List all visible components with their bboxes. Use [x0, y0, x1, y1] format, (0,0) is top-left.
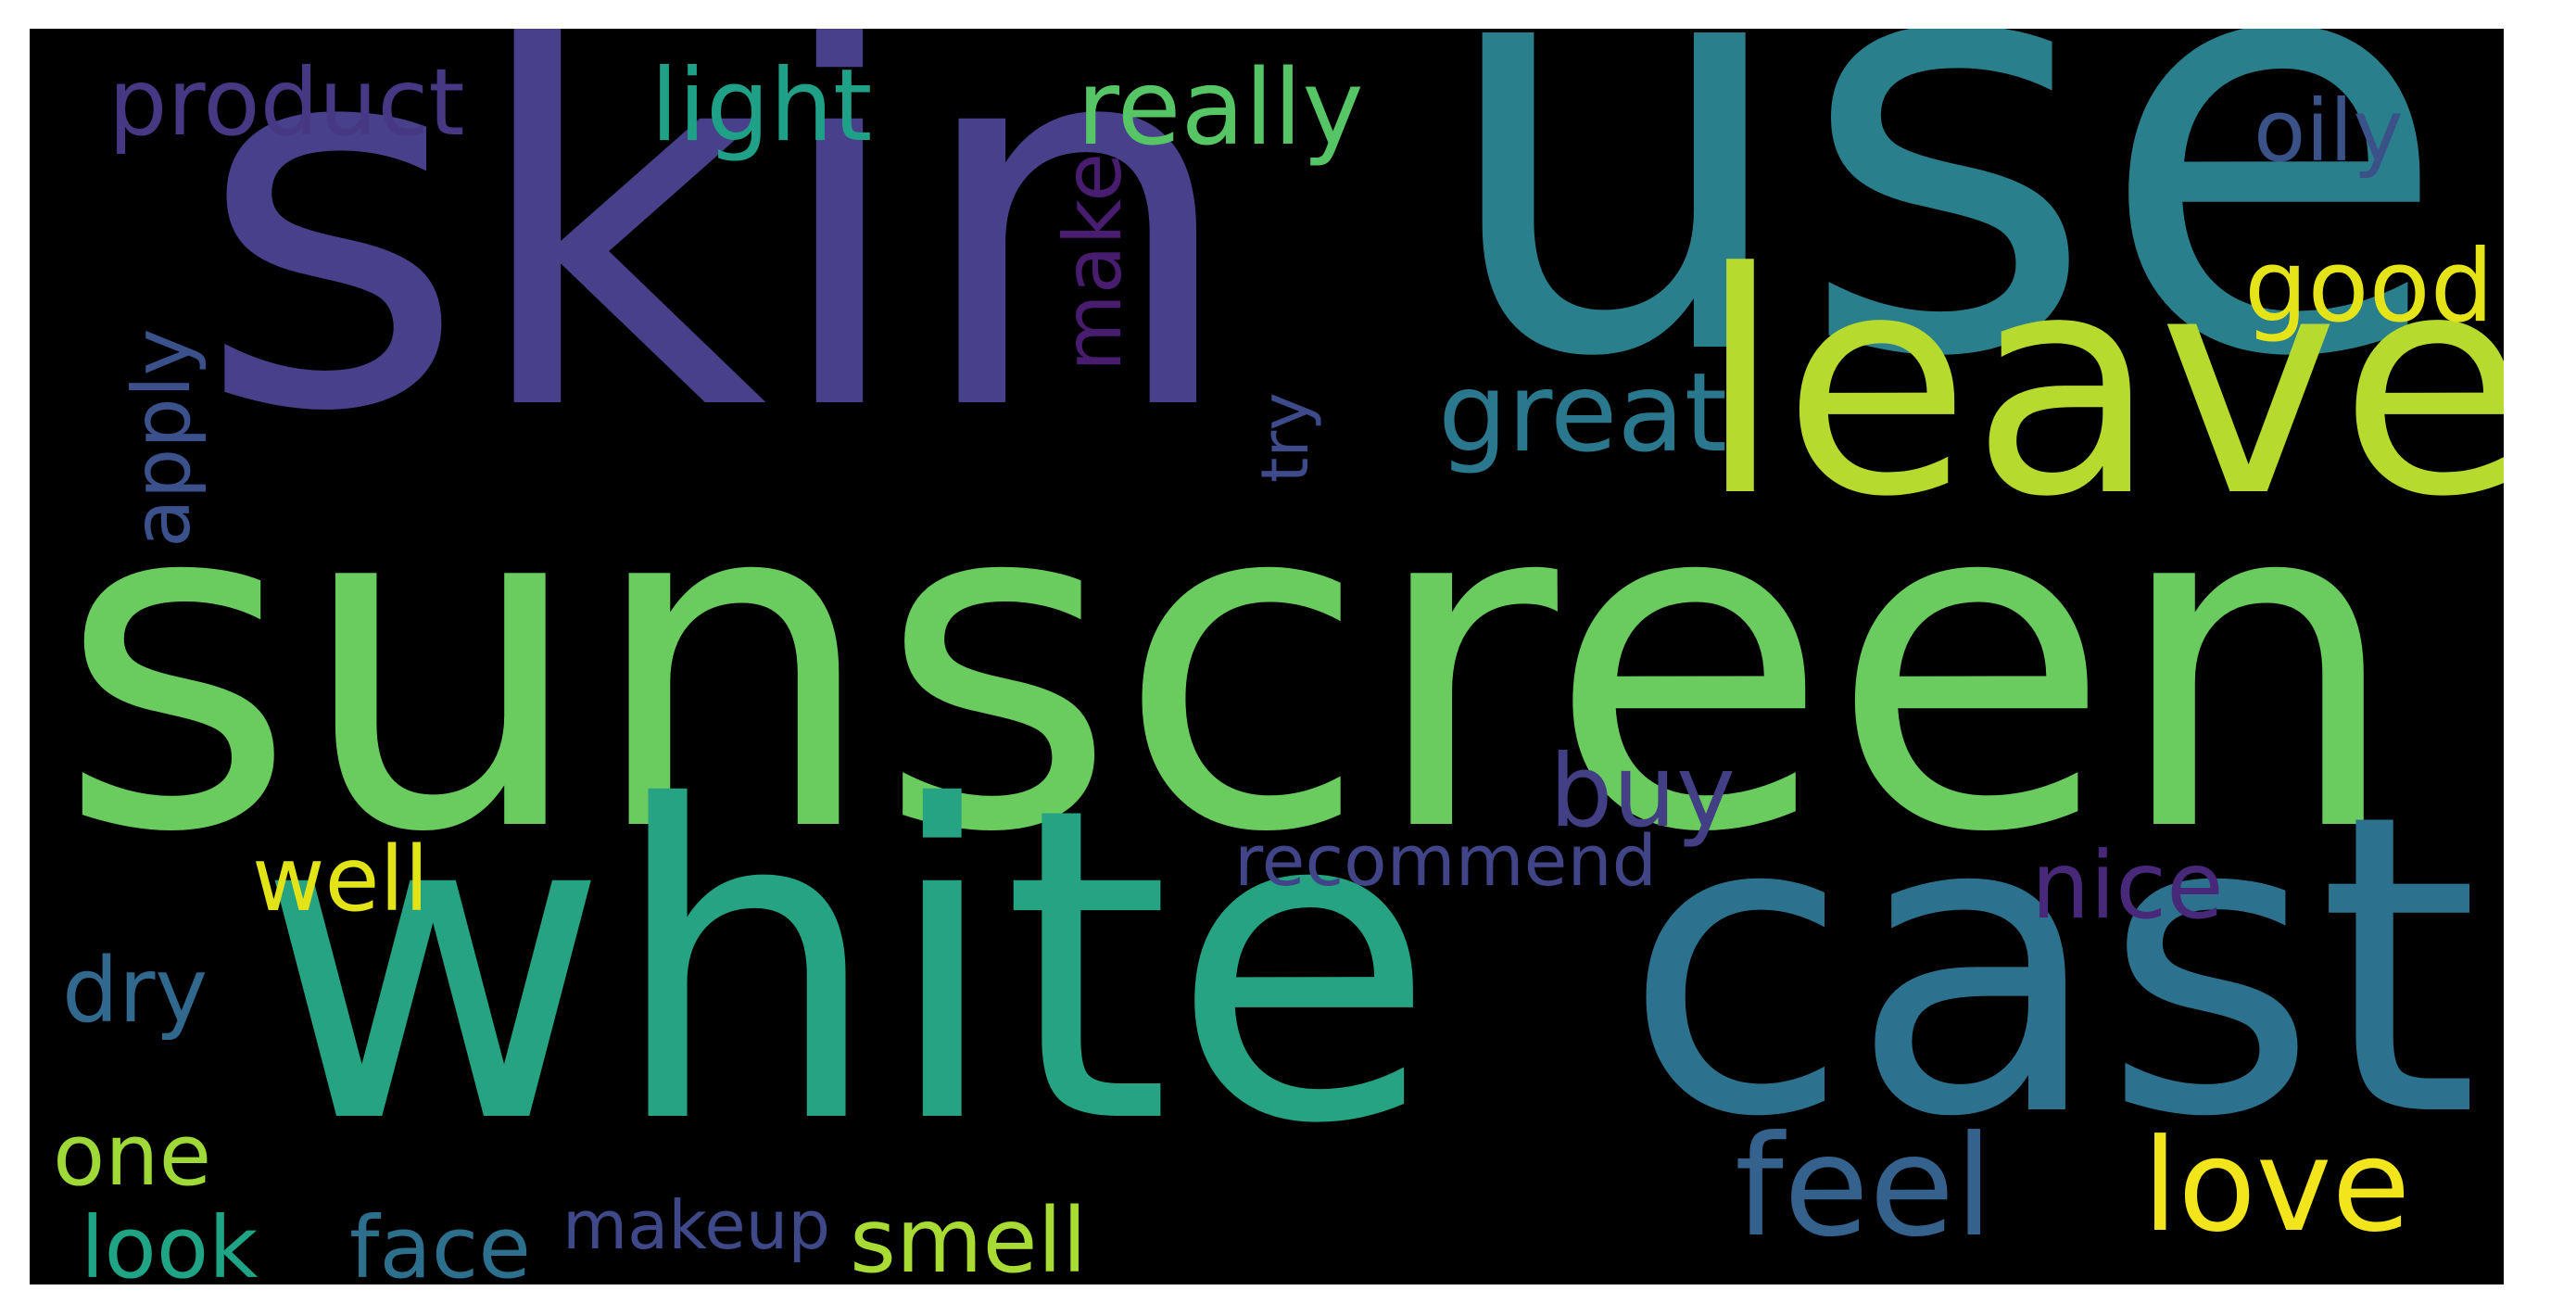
- word-skin: skin: [196, 29, 1241, 525]
- word-cloud: skin use sunscreen white cast leave love…: [30, 29, 2504, 1284]
- word-smell: smell: [850, 1189, 1087, 1284]
- word-buy: buy: [1549, 734, 1736, 850]
- word-great: great: [1438, 348, 1727, 476]
- word-nice: nice: [2031, 831, 2224, 940]
- word-one: one: [53, 1106, 212, 1205]
- word-white: white: [257, 715, 1436, 1218]
- word-product: product: [108, 48, 465, 157]
- word-cast: cast: [1623, 727, 2480, 1207]
- word-really: really: [1077, 48, 1364, 169]
- word-recommend: recommend: [1234, 819, 1657, 902]
- word-apply: apply: [116, 328, 208, 548]
- word-try: try: [1247, 392, 1323, 483]
- word-light: light: [650, 48, 873, 164]
- word-use: use: [1433, 29, 2451, 483]
- word-well: well: [252, 828, 429, 931]
- word-feel: feel: [1735, 1107, 1994, 1268]
- word-makeup: makeup: [562, 1186, 831, 1264]
- word-sunscreen: sunscreen: [57, 399, 2403, 932]
- word-leave: leave: [1698, 208, 2504, 563]
- word-dry: dry: [62, 939, 208, 1043]
- word-good: good: [2244, 229, 2494, 345]
- word-look: look: [81, 1198, 259, 1285]
- word-love: love: [2142, 1111, 2411, 1260]
- word-oily: oily: [2254, 82, 2404, 181]
- word-make: make: [1047, 152, 1140, 372]
- word-face: face: [349, 1198, 531, 1285]
